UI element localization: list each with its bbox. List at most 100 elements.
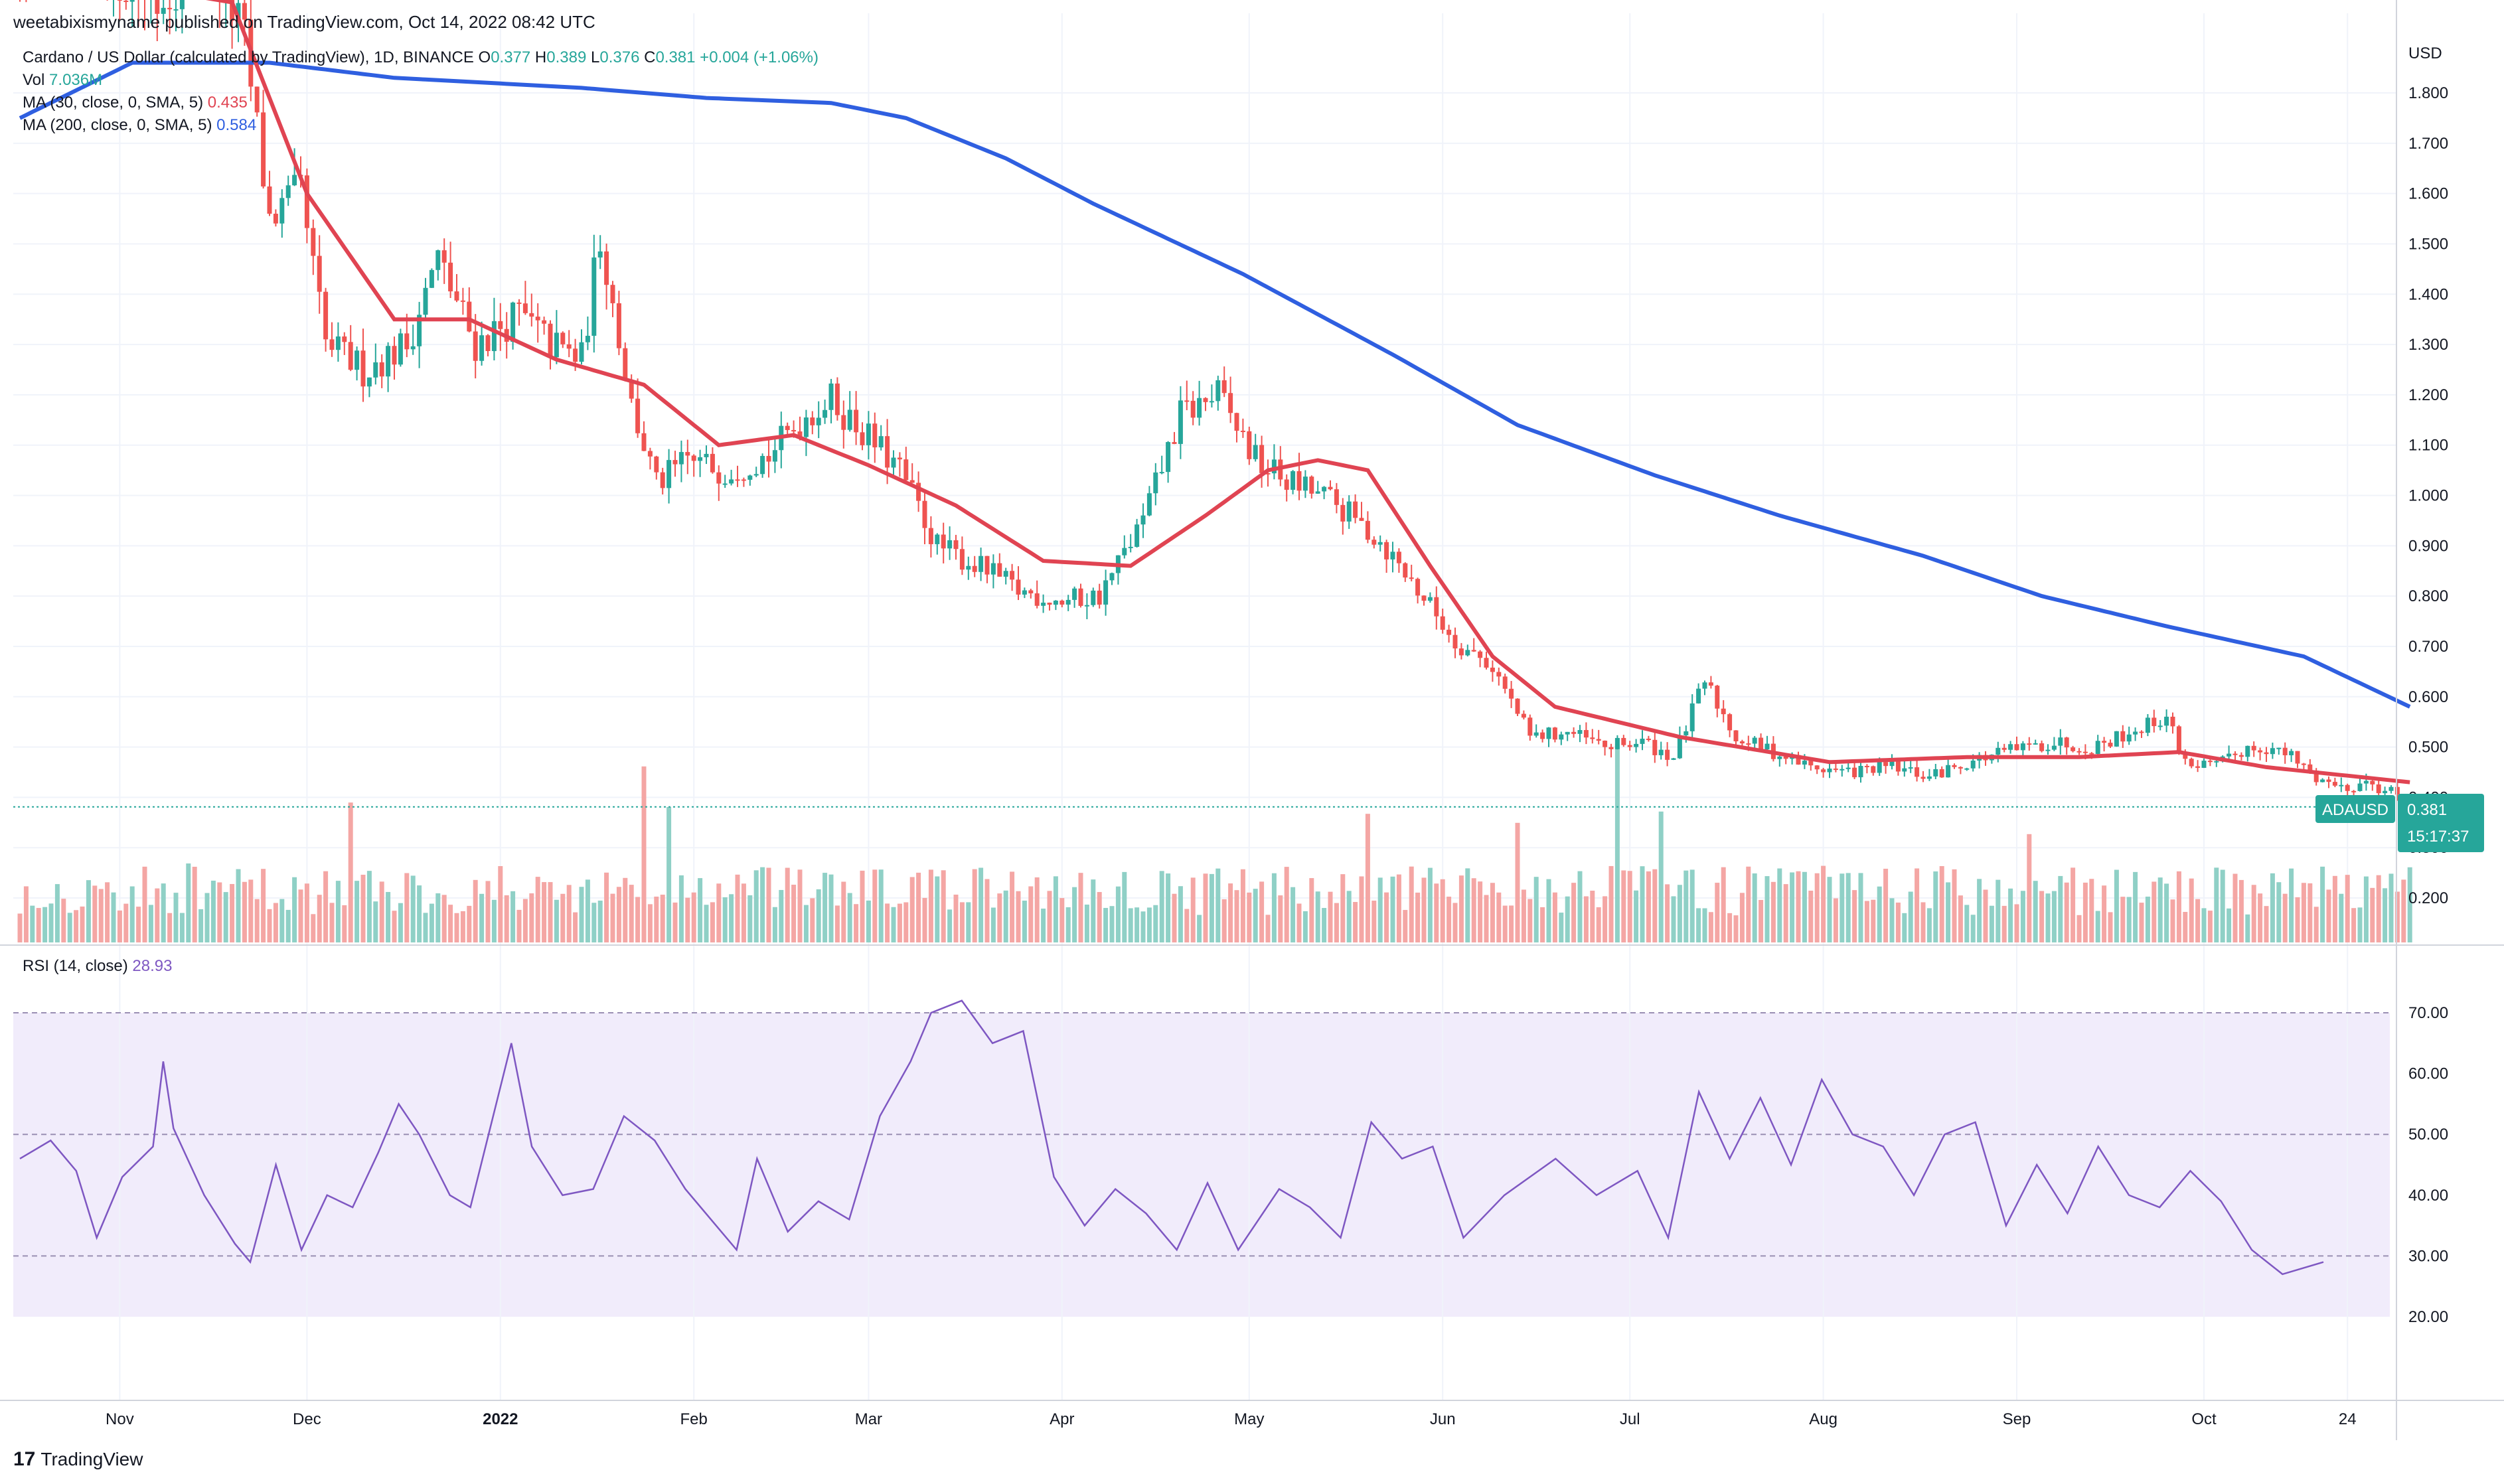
volume-bar (2326, 889, 2331, 942)
candle-body (1097, 590, 1102, 605)
volume-bar (1683, 870, 1689, 942)
volume-bar (772, 907, 777, 942)
candle-body (1334, 489, 1339, 505)
volume-bar (1952, 869, 1957, 942)
price-tag-countdown: 15:17:37 (2407, 828, 2469, 846)
volume-bar (1958, 895, 1963, 942)
candle-body (1047, 603, 1052, 605)
volume-bar (1190, 877, 1196, 942)
volume-bar (1172, 893, 1177, 942)
candle-body (1759, 737, 1764, 750)
legend-volume-row[interactable]: Vol 7.036M (23, 69, 819, 92)
candle-body (279, 198, 285, 224)
volume-bar (1403, 910, 1408, 942)
legend-ma30-row[interactable]: MA (30, close, 0, SMA, 5) 0.435 (23, 92, 819, 114)
volume-bar (342, 905, 347, 942)
volume-bar (2339, 893, 2344, 942)
price-tick-label: 1.400 (2408, 285, 2448, 303)
candle-body (2276, 747, 2282, 749)
candle-body (2157, 725, 2163, 727)
volume-bar (2357, 907, 2363, 942)
candle-body (2164, 716, 2169, 726)
volume-bar (560, 893, 566, 942)
candle-body (311, 228, 316, 256)
volume-bar (129, 886, 135, 942)
candle-body (516, 302, 522, 304)
volume-bar (2176, 871, 2181, 942)
candle-body (1920, 777, 1926, 779)
volume-bar (1652, 869, 1658, 942)
volume-bar (254, 899, 260, 942)
brand-name: TradingView (40, 1449, 143, 1469)
volume-bar (535, 877, 540, 942)
volume-bar (822, 873, 828, 942)
candle-body (1084, 605, 1089, 607)
candle-body (1658, 749, 1664, 755)
volume-bar (410, 875, 416, 942)
volume-bar (467, 905, 472, 942)
candle-body (866, 423, 871, 445)
time-axis[interactable]: Nov Dec 2022 Feb Mar Apr May Jun Jul Aug Sep Oct 24 (106, 1410, 2356, 1428)
volume-bar (1583, 896, 1589, 942)
volume-bar (1596, 907, 1601, 942)
volume-bar (704, 905, 709, 942)
volume-bar (729, 894, 734, 942)
candle-body (1864, 766, 1869, 768)
candle-body (267, 186, 272, 214)
volume-bar (1603, 896, 1608, 942)
candle-body (1059, 600, 1065, 605)
price-axis[interactable]: 0.2000.3000.4000.5000.6000.7000.8000.900… (2408, 84, 2448, 907)
footer-brand[interactable]: 17 TradingView (13, 1448, 143, 1471)
price-tick-label: 1.100 (2408, 437, 2448, 455)
candle-body (2064, 737, 2069, 748)
rsi-axis[interactable]: 20.00 30.00 40.00 50.00 60.00 70.00 (2408, 1004, 2448, 1326)
volume-bar (2020, 891, 2025, 942)
volume-bar (1458, 875, 1464, 942)
volume-bar (454, 913, 459, 942)
volume-bar (978, 867, 984, 942)
volume-bar (716, 883, 722, 942)
candle-body (2183, 752, 2188, 759)
legend-symbol-row[interactable]: Cardano / US Dollar (calculated by Tradi… (23, 46, 819, 69)
volume-bar (872, 869, 878, 942)
volume-bar (491, 899, 497, 942)
volume-bar (2289, 868, 2294, 942)
candle-body (872, 423, 878, 448)
volume-bar (1377, 877, 1383, 942)
volume-bar (360, 874, 366, 942)
volume-bar (1197, 915, 1202, 942)
volume-bar (1521, 889, 1526, 942)
candle-body (1871, 766, 1876, 773)
volume-bar (1322, 908, 1327, 942)
volume-bar (186, 863, 191, 942)
volume-bar (779, 889, 784, 942)
candle-body (398, 333, 403, 365)
candle-body (903, 459, 909, 481)
candle-body (2357, 783, 2363, 791)
volume-bar (23, 886, 29, 942)
candle-body (803, 417, 809, 437)
candle-body (1346, 501, 1352, 522)
candle-body (435, 250, 441, 270)
volume-bar (485, 881, 491, 942)
time-tick-label: Apr (1050, 1410, 1074, 1428)
legend-ma200-row[interactable]: MA (200, close, 0, SMA, 5) 0.584 (23, 114, 819, 137)
volume-bar (529, 893, 534, 942)
candle-body (1022, 590, 1027, 595)
candle-body (1665, 749, 1670, 760)
candle-body (479, 335, 485, 361)
candle-body (1221, 380, 1227, 394)
volume-bar (80, 906, 85, 942)
candle-body (1614, 737, 1620, 749)
candle-body (441, 250, 447, 263)
rsi-legend[interactable]: RSI (14, close) 28.93 (23, 957, 172, 976)
candle-body (1072, 588, 1077, 600)
volume-bar (2157, 877, 2163, 942)
volume-bar (1759, 899, 1764, 942)
volume-bar (573, 912, 578, 942)
candle-body (1821, 769, 1826, 773)
volume-bar (504, 895, 509, 942)
candle-body (1958, 767, 1963, 769)
candle-body (2126, 734, 2132, 742)
